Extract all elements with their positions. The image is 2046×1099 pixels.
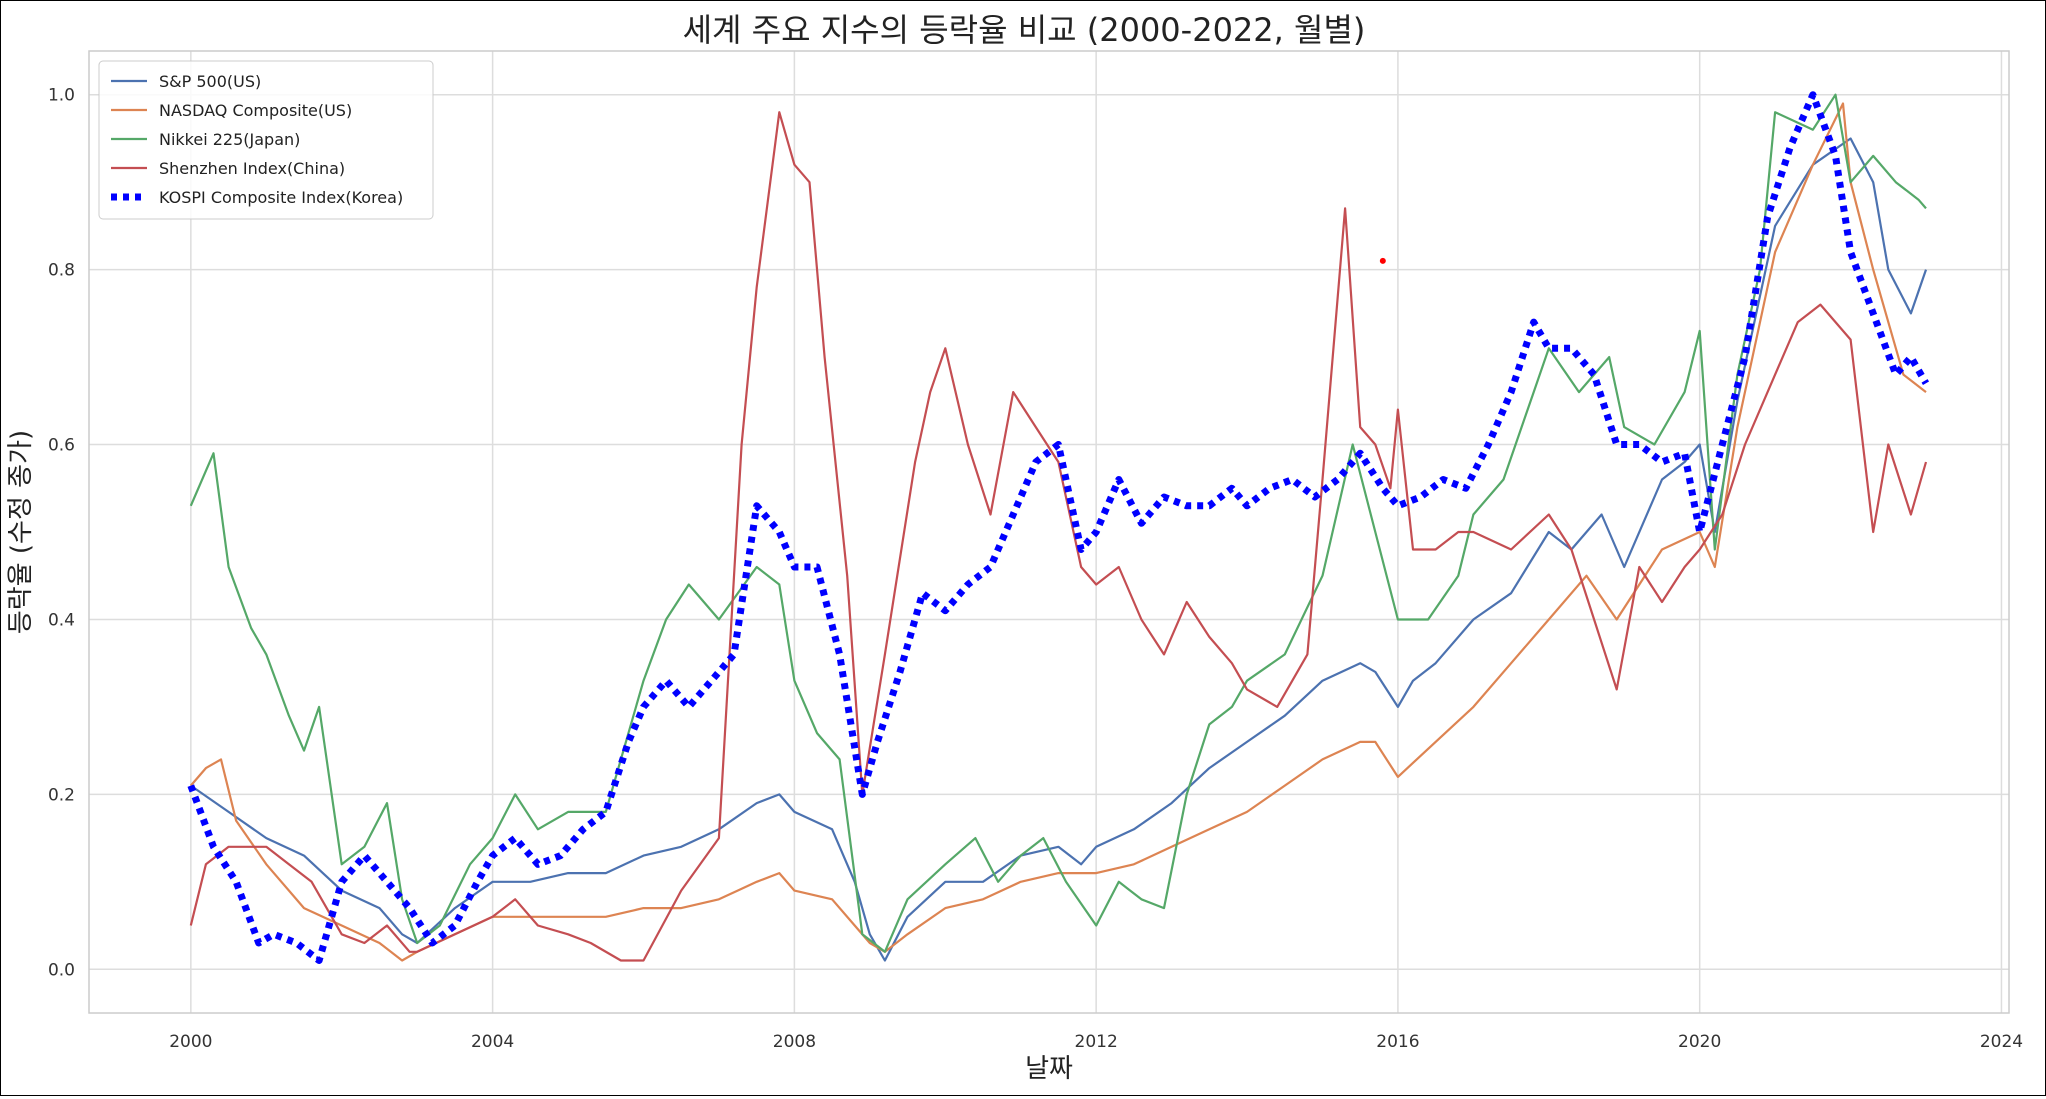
x-tick-label: 2000 [169, 1032, 212, 1052]
x-tick-label: 2024 [1980, 1032, 2023, 1052]
x-tick-label: 2004 [471, 1032, 514, 1052]
series-line-2 [189, 93, 1927, 953]
series-line-3 [189, 111, 1928, 962]
legend-label-3: Shenzhen Index(China) [159, 159, 345, 178]
series-line-4 [187, 91, 1930, 964]
chart-title: 세계 주요 지수의 등락율 비교 (2000-2022, 월별) [683, 11, 1366, 49]
y-tick-label: 0.2 [48, 785, 75, 805]
legend-label-4: KOSPI Composite Index(Korea) [159, 188, 403, 207]
x-tick-label: 2008 [773, 1032, 816, 1052]
y-tick-label: 1.0 [48, 86, 75, 106]
annotation-layer [1379, 257, 1386, 264]
y-tick-label: 0.8 [48, 261, 75, 281]
series-line-1 [189, 102, 1927, 962]
x-axis-ticks: 2000 2004 2008 2012 2016 2020 2024 [169, 1032, 2023, 1052]
legend-label-1: NASDAQ Composite(US) [159, 101, 352, 120]
legend-box [98, 60, 434, 220]
y-tick-label: 0.4 [48, 610, 75, 630]
series-line-0 [190, 137, 1928, 962]
legend-label-0: S&P 500(US) [159, 72, 261, 91]
y-axis-label: 등락율 (수정 종가) [6, 430, 36, 634]
legend: S&P 500(US) NASDAQ Composite(US) Nikkei 22… [98, 60, 434, 220]
x-tick-label: 2016 [1376, 1032, 1419, 1052]
x-tick-label: 2012 [1075, 1032, 1118, 1052]
plot-area-border [88, 50, 2010, 1014]
annotation-point [1379, 257, 1386, 264]
series-lines [187, 91, 1930, 964]
y-tick-label: 0.0 [48, 960, 75, 980]
y-tick-label: 0.6 [48, 436, 75, 456]
x-axis-label: 날짜 [1025, 1054, 1073, 1084]
legend-label-2: Nikkei 225(Japan) [159, 130, 300, 149]
x-tick-label: 2020 [1678, 1032, 1721, 1052]
y-axis-ticks: 0.0 0.2 0.4 0.6 0.8 1.0 [48, 86, 75, 981]
